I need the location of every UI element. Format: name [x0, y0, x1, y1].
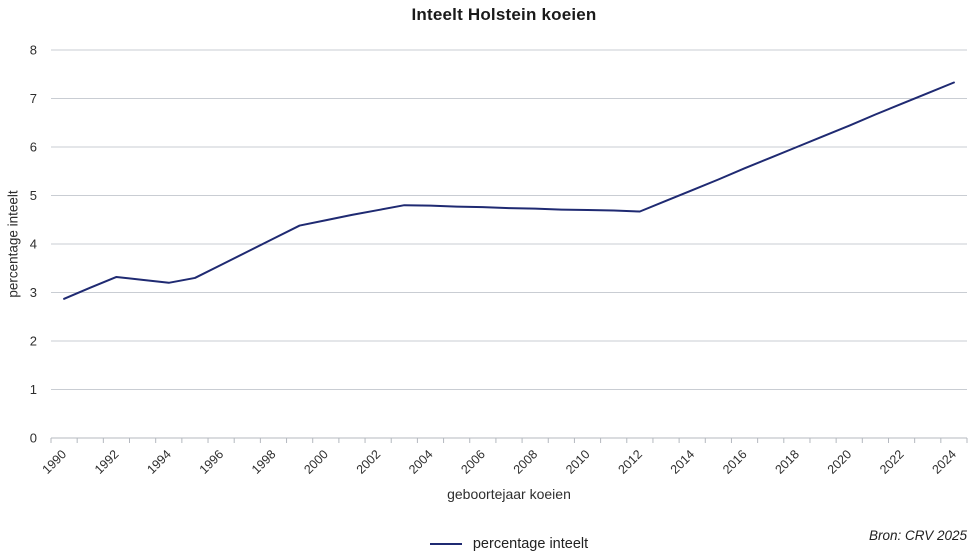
y-tick-label: 5 [30, 188, 37, 203]
y-tick-label: 2 [30, 334, 37, 349]
y-axis-title: percentage inteelt [5, 190, 21, 298]
y-tick-label: 8 [30, 43, 37, 58]
x-tick-label: 2014 [668, 447, 698, 477]
x-tick-label: 2016 [720, 447, 750, 477]
legend: percentage inteelt [51, 536, 967, 552]
x-tick-label: 1992 [92, 447, 122, 477]
x-axis-title: geboortejaar koeien [447, 486, 571, 502]
x-tick-label: 2010 [563, 447, 593, 477]
x-tick-label: 1994 [144, 447, 174, 477]
x-tick-label: 2004 [406, 447, 436, 477]
y-tick-label: 7 [30, 91, 37, 106]
x-tick-label: 2020 [825, 447, 855, 477]
x-tick-label: 2018 [772, 447, 802, 477]
x-tick-label: 2008 [511, 447, 541, 477]
x-tick-label: 1996 [197, 447, 227, 477]
x-tick-label: 2022 [877, 447, 907, 477]
y-tick-label: 0 [30, 431, 37, 446]
chart-title: Inteelt Holstein koeien [411, 5, 597, 24]
x-tick-label: 1998 [249, 447, 279, 477]
x-tick-label: 2002 [354, 447, 384, 477]
y-tick-label: 4 [30, 237, 37, 252]
series-line-percentage-inteelt [63, 81, 955, 300]
source-credit: Bron: CRV 2025 [868, 528, 967, 543]
x-tick-label: 1990 [40, 447, 70, 477]
x-tick-label: 2012 [615, 447, 645, 477]
legend-line-swatch [429, 543, 462, 545]
x-tick-label: 2006 [458, 447, 488, 477]
y-tick-label: 1 [30, 382, 37, 397]
x-tick-label: 2024 [929, 447, 959, 477]
x-tick-label: 2000 [301, 447, 331, 477]
y-tick-label: 3 [30, 285, 37, 300]
y-tick-label: 6 [30, 140, 37, 155]
legend-label: percentage inteelt [472, 536, 589, 552]
